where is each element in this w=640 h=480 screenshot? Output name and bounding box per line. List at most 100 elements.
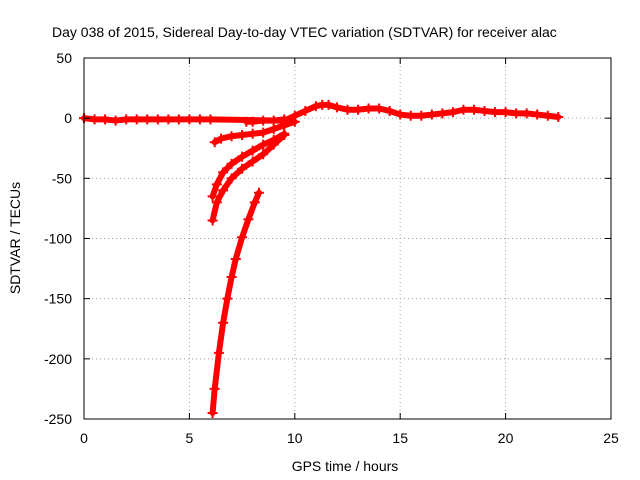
x-tick-label: 15 xyxy=(392,430,408,446)
data-point xyxy=(479,105,490,116)
data-point xyxy=(207,191,218,202)
data-point xyxy=(142,114,153,125)
data-point xyxy=(152,114,163,125)
data-point xyxy=(426,109,437,120)
data-point xyxy=(279,114,290,125)
data-point xyxy=(184,114,195,125)
data-point xyxy=(207,215,218,226)
data-point xyxy=(247,116,258,127)
data-point xyxy=(226,158,237,169)
data-point xyxy=(542,110,553,121)
data-point xyxy=(300,105,311,116)
data-point xyxy=(310,101,321,112)
x-tick-label: 5 xyxy=(186,430,194,446)
y-axis-label: SDTVAR / TECUs xyxy=(7,182,23,294)
y-tick-label: -200 xyxy=(44,351,72,367)
x-axis-label: GPS time / hours xyxy=(292,458,399,474)
data-point xyxy=(258,115,269,126)
data-point xyxy=(258,149,269,160)
data-point xyxy=(268,139,279,150)
data-point xyxy=(323,99,334,110)
y-tick-label: -100 xyxy=(44,231,72,247)
data-series xyxy=(79,99,564,418)
data-point xyxy=(218,167,229,178)
x-tick-label: 25 xyxy=(603,430,619,446)
data-point xyxy=(237,232,248,243)
series-arc-3 xyxy=(207,130,290,226)
y-tick-label: 0 xyxy=(64,110,72,126)
data-point xyxy=(226,131,237,142)
data-point xyxy=(532,109,543,120)
data-point xyxy=(416,110,427,121)
data-point xyxy=(405,110,416,121)
series-line xyxy=(209,189,262,416)
series-line xyxy=(81,101,562,124)
data-point xyxy=(100,114,111,125)
axis-ticks: 0 5 10 15 20 25 50 0 -50 -100 -150 -200 -250 xyxy=(44,50,619,446)
data-point xyxy=(268,115,279,126)
data-point xyxy=(222,293,233,304)
data-point xyxy=(247,145,258,156)
data-point xyxy=(110,115,121,126)
data-point xyxy=(213,347,224,358)
y-tick-label: -50 xyxy=(52,170,72,186)
data-point xyxy=(226,173,237,184)
data-point xyxy=(247,156,258,167)
data-point xyxy=(268,123,279,134)
data-point xyxy=(209,383,220,394)
data-point xyxy=(237,163,248,174)
y-tick-label: 50 xyxy=(56,50,72,66)
data-point xyxy=(249,197,260,208)
data-point xyxy=(230,253,241,264)
data-point xyxy=(395,109,406,120)
x-tick-label: 0 xyxy=(80,430,88,446)
data-point xyxy=(247,128,258,139)
data-point xyxy=(553,111,564,122)
data-point xyxy=(258,139,269,150)
data-point xyxy=(218,317,229,328)
data-point xyxy=(458,104,469,115)
series-arc-4 xyxy=(207,187,264,418)
data-point xyxy=(207,407,218,418)
data-point xyxy=(194,114,205,125)
data-point xyxy=(511,108,522,119)
data-point xyxy=(331,102,342,113)
data-point xyxy=(205,114,216,125)
data-point xyxy=(437,108,448,119)
data-point xyxy=(226,272,237,283)
data-point xyxy=(253,187,264,198)
data-point xyxy=(237,151,248,162)
x-tick-label: 10 xyxy=(287,430,303,446)
data-point xyxy=(243,214,254,225)
data-point xyxy=(353,104,364,115)
data-point xyxy=(363,103,374,114)
data-point xyxy=(384,105,395,116)
y-tick-label: -150 xyxy=(44,291,72,307)
data-point xyxy=(258,127,269,138)
data-point xyxy=(89,114,100,125)
data-point xyxy=(490,107,501,118)
y-tick-label: -250 xyxy=(44,411,72,427)
data-point xyxy=(342,104,353,115)
data-point xyxy=(209,137,220,148)
series-main-trace xyxy=(79,99,564,126)
data-point xyxy=(468,104,479,115)
data-point xyxy=(211,197,222,208)
data-point xyxy=(211,179,222,190)
series-segment-5 xyxy=(241,114,290,127)
data-point xyxy=(289,116,300,127)
chart-title: Day 038 of 2015, Sidereal Day-to-day VTE… xyxy=(52,24,557,40)
data-point xyxy=(500,107,511,118)
series-arc-1 xyxy=(209,116,300,148)
data-point xyxy=(216,133,227,144)
data-point xyxy=(521,108,532,119)
data-point xyxy=(279,130,290,141)
data-point xyxy=(173,114,184,125)
data-point xyxy=(131,114,142,125)
data-point xyxy=(163,114,174,125)
data-point xyxy=(447,107,458,118)
data-point xyxy=(218,185,229,196)
x-tick-label: 20 xyxy=(498,430,514,446)
data-point xyxy=(237,130,248,141)
